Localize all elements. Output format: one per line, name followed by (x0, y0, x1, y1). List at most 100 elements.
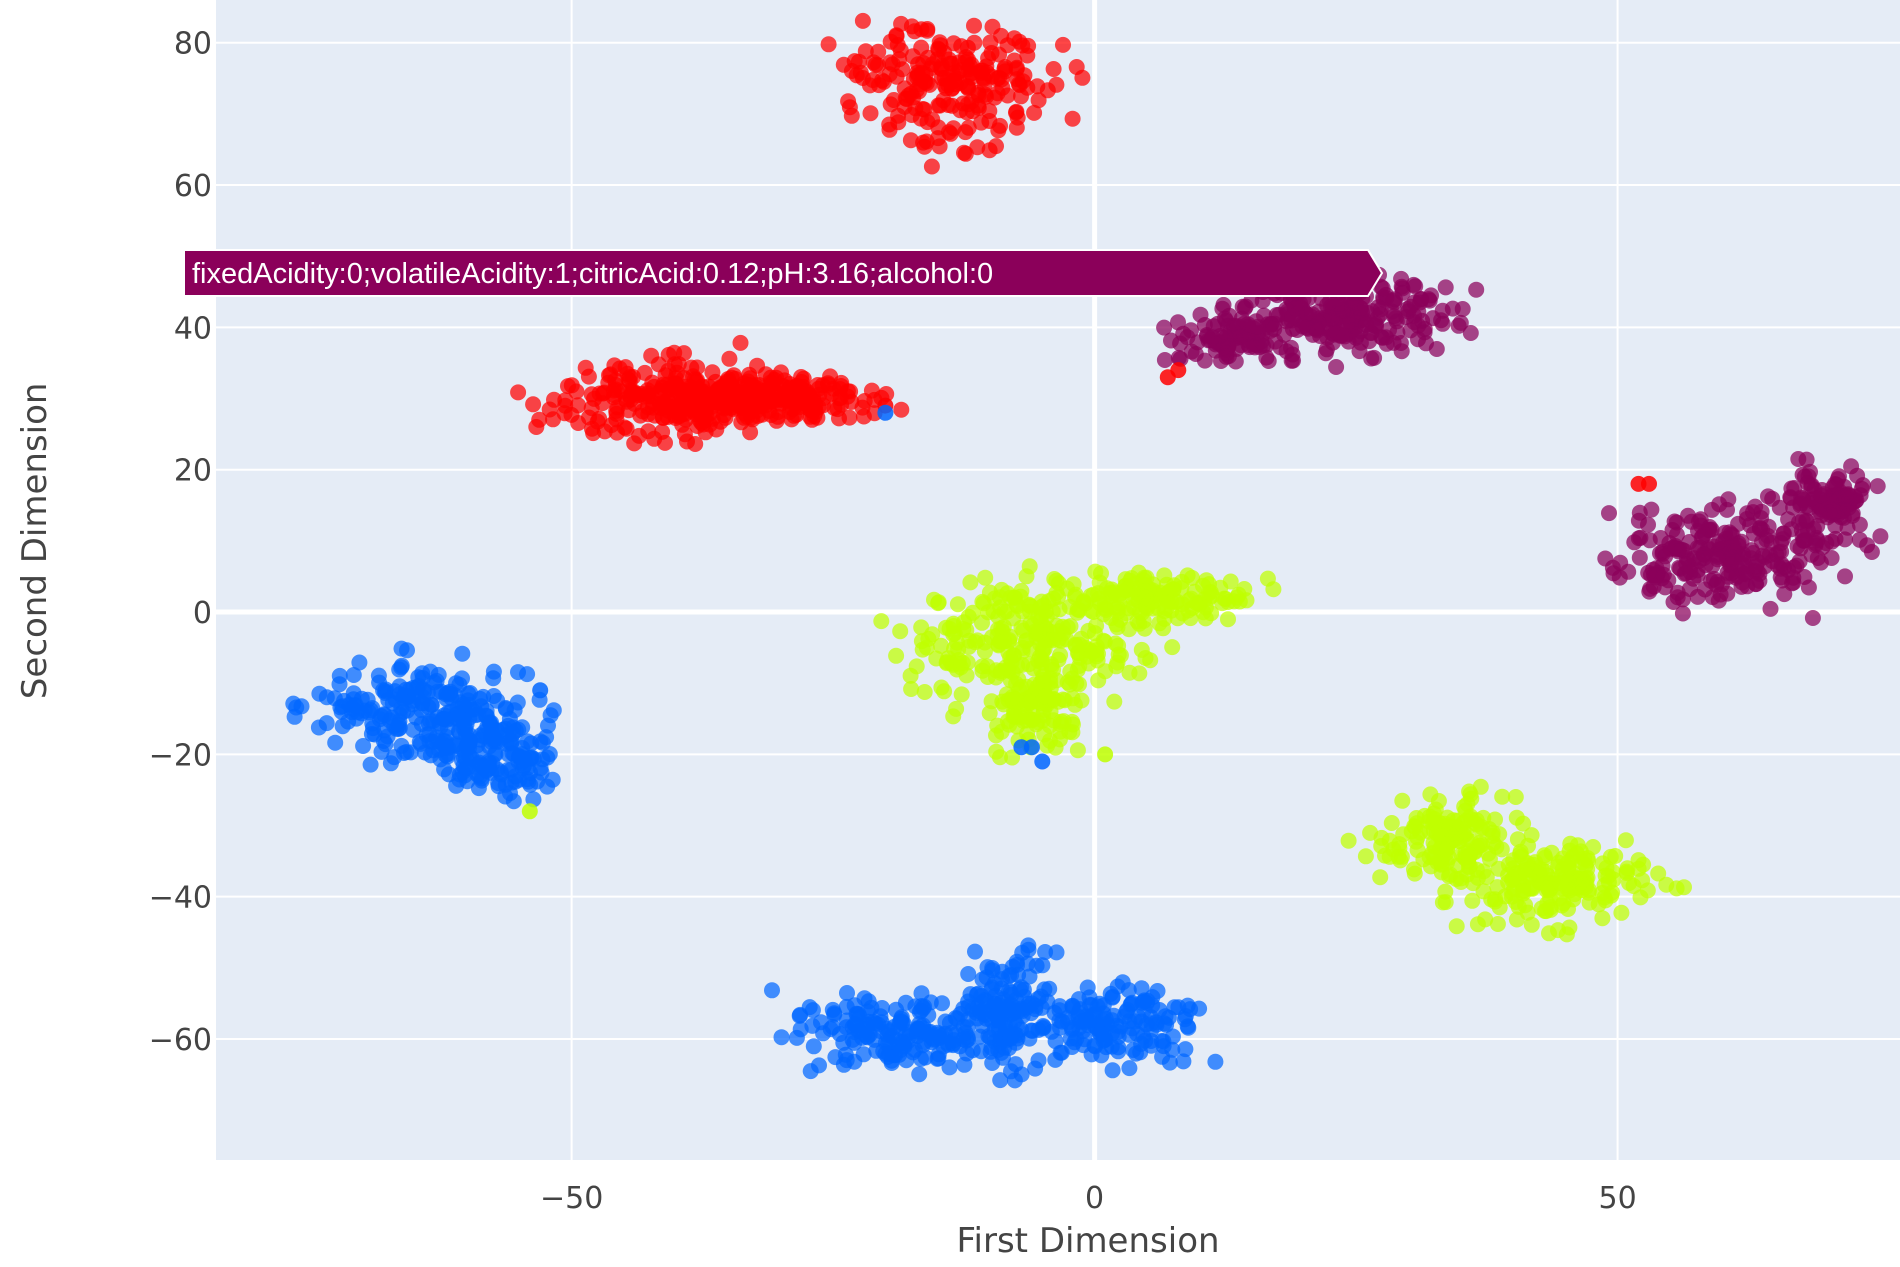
scatter-point[interactable] (807, 403, 824, 420)
scatter-point[interactable] (1048, 944, 1065, 961)
scatter-point[interactable] (915, 134, 932, 151)
scatter-point[interactable] (1109, 600, 1126, 617)
scatter-point[interactable] (1605, 565, 1622, 582)
scatter-point[interactable] (1394, 792, 1411, 809)
scatter-point[interactable] (436, 761, 453, 778)
scatter-point[interactable] (405, 721, 422, 738)
scatter-point[interactable] (454, 696, 471, 713)
scatter-point[interactable] (978, 88, 994, 105)
scatter-point[interactable] (1809, 532, 1826, 549)
scatter-point[interactable] (959, 39, 976, 56)
scatter-point[interactable] (916, 684, 933, 700)
scatter-point[interactable] (1439, 809, 1456, 826)
scatter-point[interactable] (1037, 944, 1054, 960)
scatter-point[interactable] (1594, 910, 1611, 927)
scatter-point[interactable] (493, 766, 509, 783)
scatter-point[interactable] (776, 390, 793, 407)
scatter-point[interactable] (789, 388, 806, 405)
scatter-point[interactable] (580, 368, 597, 385)
scatter-point[interactable] (1328, 359, 1345, 375)
scatter-point[interactable] (1021, 1030, 1038, 1047)
scatter-point[interactable] (1667, 538, 1684, 554)
scatter-point[interactable] (897, 994, 914, 1011)
scatter-point[interactable] (1175, 1053, 1192, 1070)
scatter-point[interactable] (1133, 1035, 1150, 1052)
scatter-point[interactable] (1129, 584, 1146, 601)
scatter-point[interactable] (1491, 899, 1508, 916)
scatter-point[interactable] (1560, 854, 1577, 871)
scatter-point[interactable] (721, 350, 738, 367)
scatter-point[interactable] (695, 384, 711, 401)
scatter-point[interactable] (1157, 586, 1174, 603)
scatter-point[interactable] (1151, 615, 1168, 632)
scatter-point[interactable] (991, 633, 1008, 650)
scatter-point[interactable] (1097, 746, 1114, 763)
scatter-point[interactable] (1114, 974, 1131, 991)
scatter-point[interactable] (362, 756, 379, 773)
scatter-point[interactable] (532, 682, 549, 699)
scatter-point[interactable] (913, 985, 930, 1002)
scatter-point[interactable] (860, 993, 877, 1010)
scatter-point[interactable] (1631, 504, 1648, 521)
scatter-point[interactable] (973, 114, 990, 131)
scatter-point[interactable] (1617, 832, 1634, 849)
scatter-point[interactable] (380, 692, 397, 709)
scatter-point[interactable] (1851, 531, 1868, 548)
scatter-point[interactable] (399, 642, 415, 659)
scatter-point[interactable] (410, 669, 427, 686)
scatter-point[interactable] (310, 719, 327, 736)
scatter-point[interactable] (1630, 530, 1647, 547)
scatter-point[interactable] (1709, 548, 1726, 565)
scatter-point[interactable] (1121, 1060, 1138, 1077)
scatter-point[interactable] (863, 382, 880, 399)
scatter-point[interactable] (1705, 570, 1722, 587)
scatter-point[interactable] (1298, 319, 1315, 336)
scatter-point[interactable] (1008, 104, 1024, 121)
scatter-point[interactable] (447, 736, 464, 753)
scatter-point[interactable] (470, 780, 487, 797)
scatter-point[interactable] (1448, 918, 1465, 935)
scatter-point[interactable] (973, 1043, 990, 1060)
scatter-point[interactable] (1027, 997, 1044, 1014)
scatter-point[interactable] (556, 405, 573, 422)
scatter-point[interactable] (981, 142, 998, 159)
scatter-point[interactable] (1001, 1016, 1018, 1033)
scatter-point[interactable] (1462, 786, 1479, 803)
scatter-point[interactable] (1149, 983, 1166, 999)
scatter-point[interactable] (906, 23, 923, 40)
scatter-point[interactable] (1607, 848, 1624, 864)
scatter-point[interactable] (969, 139, 986, 156)
scatter-point[interactable] (978, 993, 995, 1010)
scatter-point[interactable] (956, 1056, 973, 1073)
scatter-point[interactable] (913, 619, 930, 636)
scatter-point[interactable] (1489, 916, 1506, 932)
scatter-point[interactable] (1769, 557, 1786, 574)
scatter-point[interactable] (1477, 911, 1494, 928)
scatter-point[interactable] (1841, 487, 1857, 504)
scatter-point[interactable] (902, 132, 919, 149)
scatter-point[interactable] (977, 569, 994, 586)
scatter-point[interactable] (1494, 788, 1511, 805)
scatter-point[interactable] (1853, 480, 1870, 497)
scatter-point[interactable] (960, 51, 976, 68)
scatter-point[interactable] (891, 51, 908, 68)
scatter-point[interactable] (1220, 611, 1236, 628)
scatter-point[interactable] (1034, 753, 1051, 770)
scatter-point[interactable] (1107, 635, 1124, 652)
scatter-point[interactable] (964, 103, 981, 120)
scatter-point[interactable] (1164, 1041, 1181, 1058)
scatter-point[interactable] (1201, 584, 1218, 601)
scatter-point[interactable] (892, 623, 909, 640)
scatter-point[interactable] (930, 1050, 947, 1067)
scatter-point[interactable] (945, 35, 962, 52)
scatter-point[interactable] (1409, 842, 1426, 859)
scatter-point[interactable] (1542, 899, 1559, 916)
scatter-point[interactable] (509, 694, 526, 711)
scatter-point[interactable] (351, 654, 368, 671)
scatter-point[interactable] (936, 683, 953, 700)
scatter-point[interactable] (1013, 619, 1030, 636)
scatter-point[interactable] (1618, 863, 1635, 880)
scatter-point[interactable] (1508, 809, 1525, 826)
scatter-point[interactable] (923, 1034, 940, 1051)
scatter-point[interactable] (893, 15, 910, 32)
